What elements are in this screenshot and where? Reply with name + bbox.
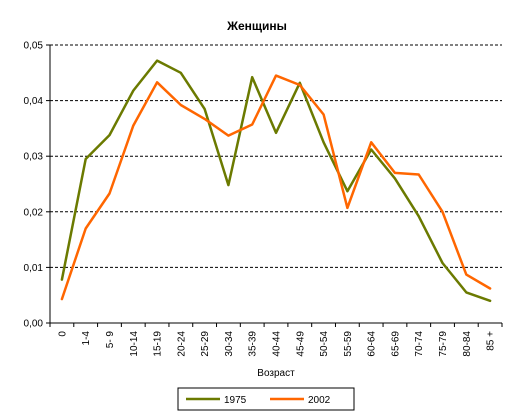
y-axis-ticks: 0,00 0,01 0,02 0,03 0,04 0,05	[24, 41, 50, 330]
x-tick-label: 1-4	[81, 331, 92, 346]
x-tick-label: 60-64	[367, 331, 378, 357]
x-tick-label: 5- 9	[105, 331, 116, 349]
legend-label: 2002	[308, 395, 331, 406]
x-tick-label: 50-54	[319, 331, 330, 357]
legend: 1975 2002	[177, 387, 355, 411]
x-tick-label: 75-79	[438, 331, 449, 357]
x-tick-label: 35-39	[248, 331, 259, 357]
y-tick-label: 0,04	[24, 96, 44, 107]
y-tick-label: 0,05	[24, 41, 44, 52]
x-tick-label: 80-84	[462, 331, 473, 357]
x-tick-label: 15-19	[153, 331, 164, 357]
x-axis-ticks: 0 1-4 5- 9 10-14 15-19 20-24 25-29 30-34 35-39 40…	[49, 323, 503, 357]
x-tick-label: 25-29	[200, 331, 211, 357]
x-tick-label: 10-14	[129, 331, 140, 357]
axes	[49, 45, 502, 324]
x-tick-label: 55-59	[343, 331, 354, 357]
x-tick-label: 20-24	[176, 331, 187, 357]
x-tick-label: 65-69	[390, 331, 401, 357]
y-tick-label: 0,01	[24, 263, 44, 274]
y-tick-label: 0,03	[24, 152, 44, 163]
chart-title: Женщины	[226, 19, 287, 33]
y-tick-label: 0,02	[24, 207, 44, 218]
x-tick-label: 40-44	[272, 331, 283, 357]
series-lines	[60, 59, 492, 303]
legend-label: 1975	[224, 395, 247, 406]
series-line-2002	[60, 74, 492, 301]
x-tick-label: 0	[57, 331, 68, 337]
y-tick-label: 0,00	[24, 319, 44, 330]
grid-lines	[50, 44, 502, 268]
x-tick-label: 70-74	[414, 331, 425, 357]
series-line-1975	[60, 59, 492, 303]
x-tick-label: 85 +	[486, 331, 497, 351]
x-tick-label: 45-49	[295, 331, 306, 357]
legend-box	[177, 387, 355, 411]
x-axis-label: Возраст	[257, 368, 295, 379]
x-tick-label: 30-34	[224, 331, 235, 357]
